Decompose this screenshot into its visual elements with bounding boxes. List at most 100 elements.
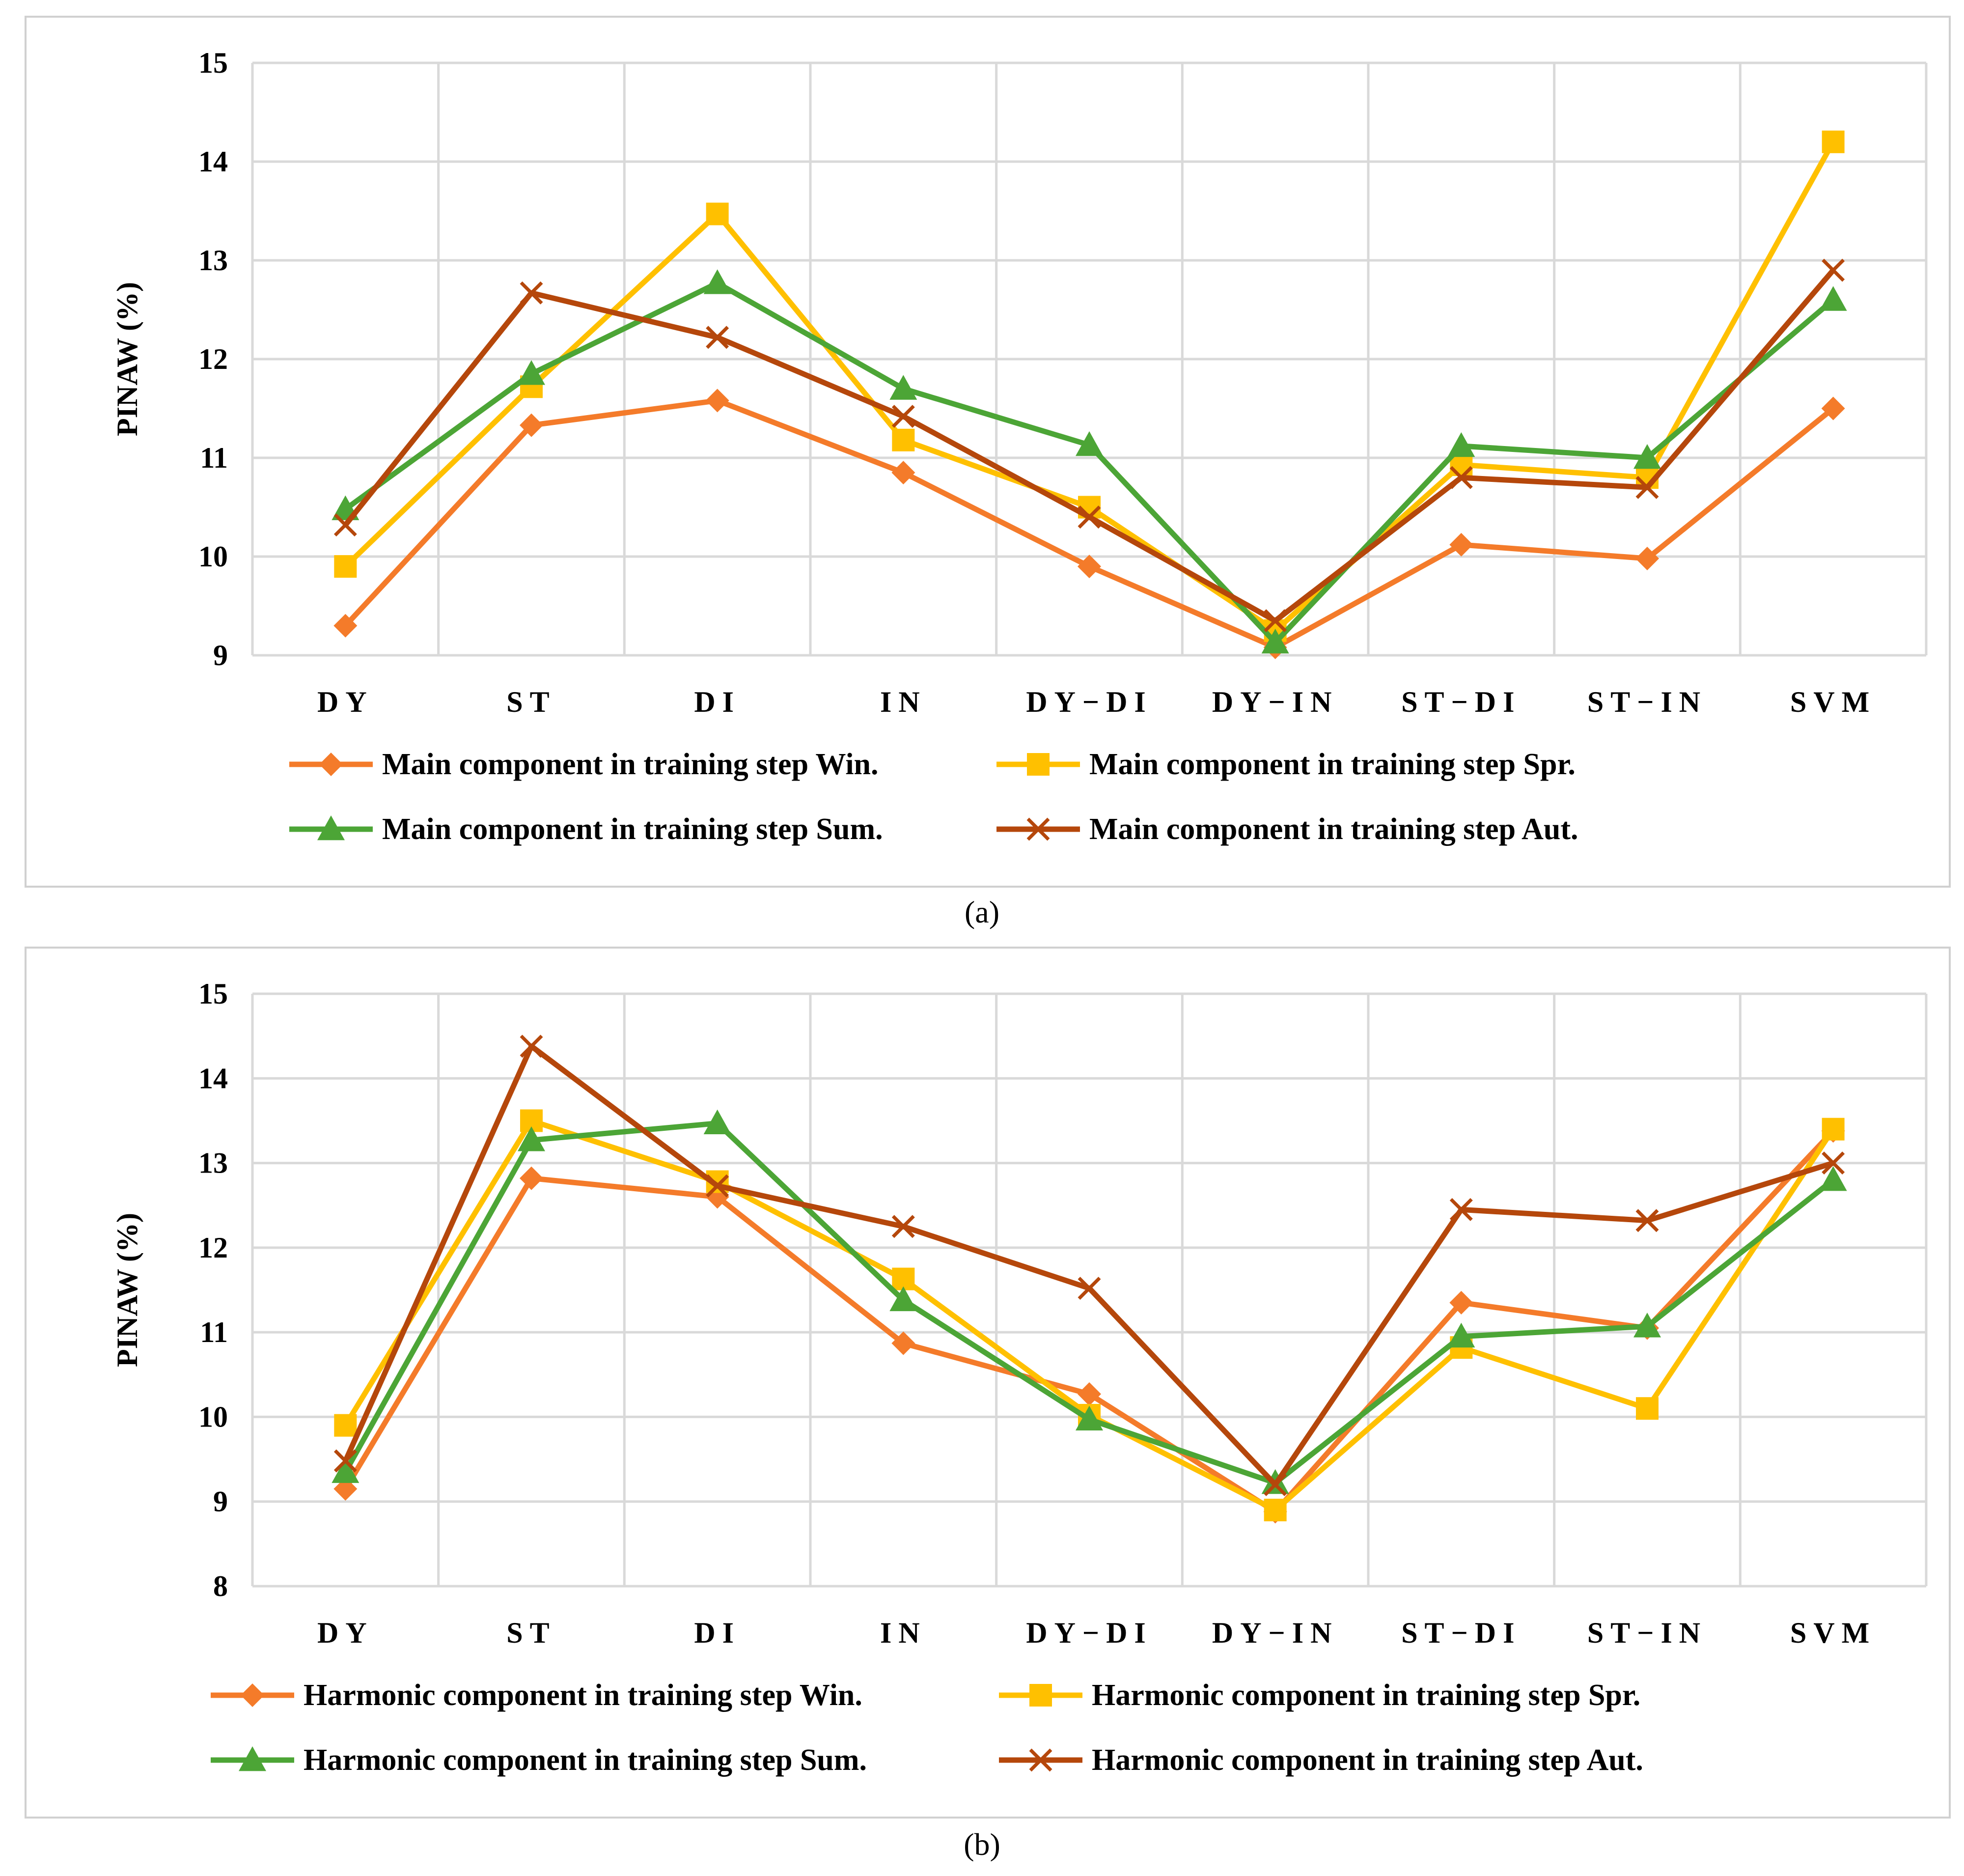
legend-item-win: Harmonic component in training step Win. [208,1673,862,1717]
legend-label: Harmonic component in training step Sum. [304,1743,867,1777]
y-tick-label: 15 [198,47,228,79]
data-point-svm [1822,258,1845,282]
chart-panel-a: 9 10 11 12 13 14 15 PINAW (%) DY ST DI IN DY−DI DY−IN… [25,16,1951,888]
legend-marker [239,1746,266,1771]
data-point-dy [333,1477,358,1501]
data-point-dy-di [1078,1382,1101,1406]
y-tick-label: 13 [198,244,228,277]
data-point-st [520,1166,543,1190]
data-point-in [889,1286,917,1312]
data-point-st-in [1636,1397,1659,1420]
data-point-dy-in [1264,1498,1287,1521]
data-point-dy [333,1449,357,1473]
gridlines [251,61,1928,657]
x-tick-label-dy-di: DY−DI [1026,686,1153,718]
data-point-dy [334,555,357,578]
legend-marker [1029,1684,1052,1707]
y-tick-label: 10 [198,1400,228,1433]
data-point-di [706,326,729,349]
y-tick-label: 11 [200,1316,228,1348]
data-point-st-in [1633,444,1661,469]
data-point-di [706,1174,729,1198]
x-tick-label-dy: DY [317,1617,374,1649]
legend-swatch [289,815,373,840]
data-point-dy [332,1458,360,1483]
chart-a-plot: 9 10 11 12 13 14 15 PINAW (%) DY ST DI IN DY−DI DY−IN… [111,47,1928,718]
y-tick-label: 14 [198,145,228,178]
data-point-st-in [1635,1209,1659,1232]
series-line [344,280,1835,645]
legend-item-aut: Harmonic component in training step Aut. [996,1738,1643,1782]
legend-item-sum: Main component in training step Sum. [287,807,883,851]
series-win [333,1119,1845,1524]
legend-label: Main component in training step Sum. [382,812,883,846]
data-point-svm [1822,1118,1845,1141]
data-point-dy-di [1078,1277,1101,1300]
data-point-di [705,389,729,413]
panel-a-caption: (a) [964,895,1000,929]
x-tick-label-dy-in: DY−IN [1212,686,1339,718]
data-point-di [703,1109,731,1134]
data-point-dy [333,513,357,537]
data-point-st-di [1447,432,1475,457]
legend-item-win: Main component in training step Win. [287,742,879,786]
data-point-svm [1822,130,1845,153]
legend-swatch [996,817,1080,841]
x-tick-label-dy: DY [317,686,374,718]
data-point-st [518,1126,545,1151]
x-tick-label-st: ST [506,1617,556,1649]
legend-label: Main component in training step Aut. [1089,812,1578,846]
legend-label: Main component in training step Win. [382,747,879,781]
data-point-in [891,405,915,428]
legend-marker [319,753,343,776]
data-point-in [889,375,917,400]
x-tick-label-st: ST [506,686,556,718]
legend-marker [317,815,345,840]
data-point-st-in [1635,476,1659,499]
x-tick-label-st-in: ST−IN [1587,1617,1707,1649]
data-point-dy-in [1264,609,1287,633]
data-point-st [520,413,543,437]
data-point-di [706,202,729,225]
data-point-in [891,461,915,485]
y-tick-label: 9 [213,1485,228,1518]
y-tick-label: 15 [198,978,228,1010]
legend-marker [1026,817,1050,841]
chart-panel-b: 8 9 10 11 12 13 14 15 PINAW (%) DY ST DI IN DY−DI DY−I… [25,947,1951,1819]
data-point-dy-di [1076,1405,1103,1430]
data-point-dy-di [1078,555,1101,579]
data-point-st-di [1449,1198,1473,1221]
x-tick-label-dy-in: DY−IN [1212,1617,1339,1649]
legend-item-sum: Harmonic component in training step Sum. [208,1738,867,1782]
data-point-dy-di [1076,431,1103,456]
legend-marker [1029,1748,1052,1772]
legend-swatch [211,1683,294,1707]
series-win [333,389,1845,659]
legend-item-spr: Harmonic component in training step Spr. [996,1673,1640,1717]
x-tick-label-di: DI [694,1617,741,1649]
legend-label: Harmonic component in training step Spr. [1092,1678,1641,1712]
series-aut [333,1035,1845,1496]
legend-marker [241,1683,264,1707]
data-point-dy-di [1078,505,1101,529]
legend-item-spr: Main component in training step Spr. [994,742,1576,786]
legend-label: Harmonic component in training step Win. [304,1678,862,1712]
legend-swatch [996,753,1080,776]
data-point-dy [334,1414,357,1437]
y-axis-title: PINAW (%) [111,1213,143,1367]
data-point-st [520,281,543,305]
legend-swatch [211,1746,294,1771]
series-sum [332,1109,1847,1494]
chart-b-legend: Harmonic component in training step Win.… [27,1673,1953,1801]
legend-item-aut: Main component in training step Aut. [994,807,1578,851]
legend-label: Main component in training step Spr. [1089,747,1576,781]
data-point-in [891,1215,915,1238]
data-point-st-di [1449,1290,1473,1315]
data-point-in [892,428,915,451]
x-axis: DY ST DI IN DY−DI DY−IN ST−DI ST−IN SVM [317,686,1869,718]
y-tick-label: 14 [198,1062,228,1094]
y-tick-label: 8 [213,1570,228,1602]
x-tick-label-st-in: ST−IN [1587,686,1707,718]
legend-swatch [999,1684,1082,1707]
series-spr [334,1109,1845,1521]
